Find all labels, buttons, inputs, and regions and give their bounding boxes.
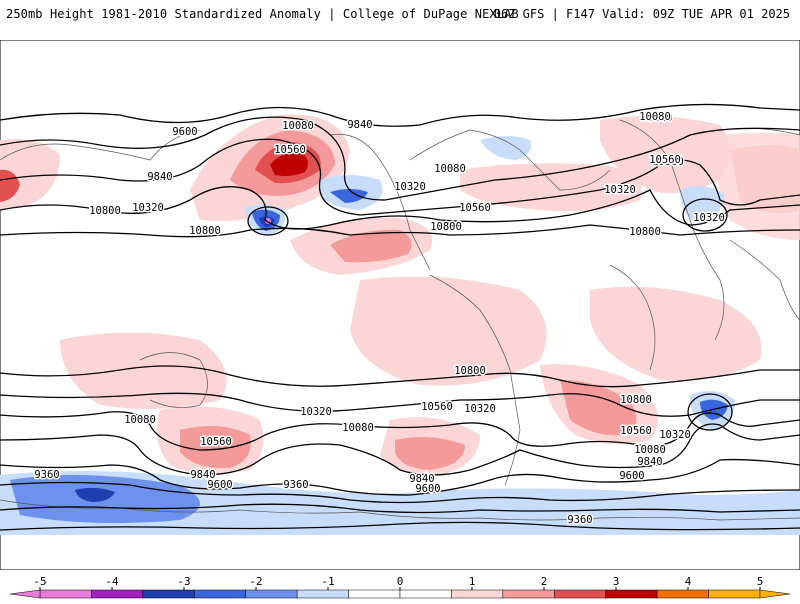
anomaly-shade-pos2-spac-s	[180, 426, 251, 469]
colorbar-tick-label: 0	[396, 575, 404, 588]
contour-label: 9600	[172, 126, 197, 138]
colorbar: -5 -4 -3 -2 -1 0 1 2 3 4 5	[0, 572, 800, 600]
contour-label: 10320	[394, 181, 426, 193]
colorbar-tick-label: -5	[33, 575, 47, 588]
colorbar-tick-label: -4	[105, 575, 119, 588]
colorbar-swatch	[39, 589, 92, 599]
colorbar-swatch	[554, 589, 606, 599]
colorbar-swatches	[9, 589, 791, 599]
contour-label: 10800	[620, 394, 652, 406]
colorbar-swatch	[142, 589, 195, 599]
contour-label: 10800	[454, 365, 486, 377]
colorbar-swatch	[451, 589, 504, 599]
contour-label: 10320	[300, 406, 332, 418]
colorbar-ticks	[39, 587, 761, 590]
colorbar-tick-label: 5	[756, 575, 764, 588]
contour-label: 10080	[634, 444, 666, 456]
contour-label: 9600	[415, 483, 440, 495]
contour-label: 10320	[693, 212, 725, 224]
contour-label: 10320	[132, 202, 164, 214]
contour-label: 10560	[620, 425, 652, 437]
contour-label: 9600	[207, 479, 232, 491]
colorbar-swatch	[296, 589, 349, 599]
colorbar-low-arrow	[9, 589, 41, 599]
anomaly-shade-neg3-gulf	[330, 189, 368, 203]
colorbar-tick-label: 3	[612, 575, 620, 588]
colorbar-swatch	[399, 589, 452, 599]
colorbar-swatch	[245, 589, 298, 599]
colorbar-swatch	[194, 589, 246, 599]
colorbar-high-arrow	[759, 589, 791, 599]
height-contours	[0, 103, 800, 531]
contour-label: 10560	[421, 401, 453, 413]
anomaly-shade-pos1-spac	[60, 332, 227, 409]
contour-label: 10800	[89, 205, 121, 217]
contour-label: 10320	[659, 429, 691, 441]
anomaly-shade-neg1-greenland	[480, 136, 531, 160]
anomaly-shade-pos1-indian	[590, 286, 762, 381]
contour-label: 9360	[567, 514, 592, 526]
colorbar-swatch	[708, 589, 761, 599]
map-panel: 9600 10080 9840 10560 9840 10320 10560 10800 103…	[0, 40, 800, 570]
contour-label: 9360	[34, 469, 59, 481]
contour-labels: 9600 10080 9840105609840103201056010800103…	[33, 110, 726, 528]
anomaly-shade-neg1-europe	[680, 186, 725, 225]
contour-label: 10560	[652, 156, 684, 168]
colorbar-swatch	[605, 589, 658, 599]
colorbar-tick-label: -3	[177, 575, 191, 588]
contour-label: 9840	[409, 473, 434, 485]
contour-label: 10560	[274, 144, 306, 156]
contour-label: 10560	[649, 154, 681, 166]
colorbar-tick-label: 4	[684, 575, 692, 588]
anomaly-shade-pos2-epac	[330, 229, 412, 263]
colorbar-tick-label: -2	[249, 575, 263, 588]
contour-label: 10800	[430, 221, 462, 233]
contour-label: 9840	[347, 119, 372, 131]
contour-label: 10800	[189, 225, 221, 237]
anomaly-shade-pos1-europe	[600, 116, 730, 194]
colorbar-tick-label: -1	[321, 575, 335, 588]
contour-label: 9840	[637, 456, 662, 468]
contour-label: 10080	[124, 414, 156, 426]
anomaly-shade-pos4-npac	[270, 152, 309, 176]
run-info: 06Z GFS | F147 Valid: 09Z TUE APR 01 202…	[493, 7, 790, 21]
colorbar-swatch	[348, 589, 401, 599]
contour-label: 9600	[619, 469, 644, 481]
colorbar-svg	[9, 587, 791, 599]
anomaly-shade-pos1-tropics	[350, 276, 547, 386]
contour-label: 9600	[619, 470, 644, 482]
map-title: 250mb Height 1981-2010 Standardized Anom…	[6, 7, 519, 21]
contour-label: 9360	[283, 479, 308, 491]
colorbar-swatch	[502, 589, 555, 599]
colorbar-swatch	[91, 589, 144, 599]
contour-label: 10560	[200, 436, 232, 448]
contour-label: 10800	[629, 226, 661, 238]
contour-label: 10560	[459, 202, 491, 214]
contour-label: 10320	[464, 403, 496, 415]
anomaly-shade-pos1-asia	[716, 132, 800, 240]
colorbar-tick-label: 2	[540, 575, 548, 588]
contour-label: 10080	[639, 111, 671, 123]
header: 250mb Height 1981-2010 Standardized Anom…	[0, 0, 800, 40]
colorbar-tick-label: 1	[468, 575, 476, 588]
contour-label: 9840	[647, 112, 672, 124]
contour-label: 10080	[434, 163, 466, 175]
coastlines	[0, 119, 800, 521]
anomaly-shade-pos1-natl	[460, 163, 642, 212]
anomaly-map: 9600 10080 9840105609840103201056010800103…	[0, 40, 800, 570]
colorbar-swatch	[656, 589, 709, 599]
anomaly-shade-neg3-ant-w	[75, 487, 115, 502]
contour-label: 10080	[282, 120, 314, 132]
contour-label: 10320	[604, 184, 636, 196]
contour-label: 10080	[342, 422, 374, 434]
anomaly-shade-pos2-satl-s	[395, 436, 465, 470]
contour-label: 9840	[190, 469, 215, 481]
contour-label: 9840	[147, 171, 172, 183]
